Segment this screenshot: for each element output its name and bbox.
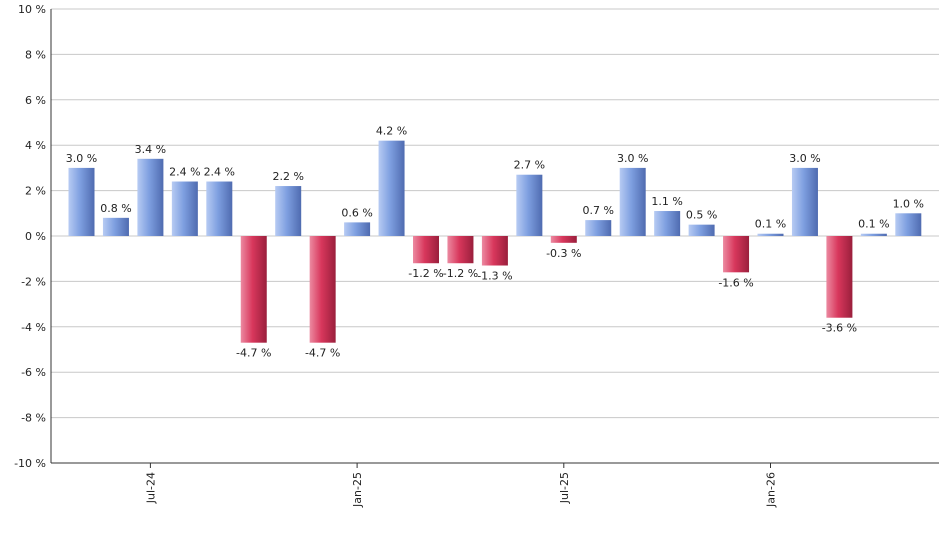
bar: [102, 217, 129, 236]
y-tick-label: -6 %: [21, 366, 46, 379]
x-axis-tick-labels: Jul-24 Jan-25 Jul-25 Jan-26: [144, 463, 778, 508]
bar-value-label: 0.8 %: [100, 202, 131, 215]
bar-value-label: -1.2 %: [408, 267, 443, 280]
y-tick-label: -4 %: [21, 321, 46, 334]
x-tick-label: Jul-25: [558, 472, 571, 504]
bar: [344, 222, 371, 236]
bar-value-label: 0.7 %: [583, 204, 614, 217]
bar: [654, 211, 681, 236]
bar-value-label: 3.4 %: [135, 143, 166, 156]
bar-value-label: -1.2 %: [443, 267, 478, 280]
y-tick-label: 10 %: [18, 3, 46, 16]
bar-value-label: 2.4 %: [169, 166, 200, 179]
bar: [826, 236, 853, 318]
bar-value-label: -1.6 %: [718, 276, 753, 289]
bar-value-label: 3.0 %: [66, 152, 97, 165]
bar: [585, 220, 612, 236]
bar: [550, 236, 577, 243]
bar-value-label: 1.1 %: [651, 195, 682, 208]
bar-value-label: 0.1 %: [858, 218, 889, 231]
bar: [206, 181, 233, 236]
y-tick-label: -2 %: [21, 275, 46, 288]
bar: [171, 181, 198, 236]
bar-value-label: 2.7 %: [514, 159, 545, 172]
bar: [895, 213, 922, 236]
bar: [137, 158, 164, 236]
bar: [447, 236, 474, 264]
bar-value-label: 2.2 %: [272, 170, 303, 183]
bar-value-label: 0.1 %: [755, 218, 786, 231]
y-tick-label: 4 %: [25, 139, 46, 152]
bar-value-label: 2.4 %: [204, 166, 235, 179]
bar-value-label: -1.3 %: [477, 270, 512, 283]
bar-value-label: 0.6 %: [341, 206, 372, 219]
bar: [68, 167, 95, 236]
y-tick-label: 8 %: [25, 48, 46, 61]
x-tick-label: Jan-26: [765, 472, 778, 508]
bar-value-labels: 3.0 %0.8 %3.4 %2.4 % 2.4 %-4.7 %2.2 %-4.7…: [66, 125, 924, 360]
bar: [275, 186, 302, 236]
bar-value-label: 1.0 %: [893, 197, 924, 210]
bar: [723, 236, 750, 273]
bar: [860, 233, 887, 236]
bar: [757, 233, 784, 236]
bar: [516, 174, 543, 236]
y-tick-label: 6 %: [25, 94, 46, 107]
x-tick-label: Jan-25: [351, 472, 364, 508]
y-tick-label: -10 %: [14, 457, 46, 470]
y-tick-label: 0 %: [25, 230, 46, 243]
bar: [481, 236, 508, 266]
y-tick-label: -8 %: [21, 412, 46, 425]
bar-value-label: -4.7 %: [305, 347, 340, 360]
bar-value-label: 0.5 %: [686, 209, 717, 222]
y-tick-label: 2 %: [25, 185, 46, 198]
bar-value-label: -0.3 %: [546, 247, 581, 260]
bar-value-label: 3.0 %: [789, 152, 820, 165]
bars: [68, 140, 922, 343]
bar: [240, 236, 267, 343]
axes: [50, 9, 939, 464]
bar-value-label: -3.6 %: [822, 322, 857, 335]
bar: [619, 167, 646, 236]
bar: [309, 236, 336, 343]
bar: [413, 236, 439, 264]
bar: [688, 224, 715, 236]
bar-value-label: 3.0 %: [617, 152, 648, 165]
bar-value-label: -4.7 %: [236, 347, 271, 360]
bar-value-label: 4.2 %: [376, 125, 407, 138]
bar: [378, 140, 405, 236]
y-axis-tick-labels: -10 % -8 % -6 % -4 % -2 % 0 % 2 % 4 % 6 % 8 % 10 %: [14, 3, 46, 470]
x-tick-label: Jul-24: [144, 472, 157, 504]
bar: [791, 167, 818, 236]
